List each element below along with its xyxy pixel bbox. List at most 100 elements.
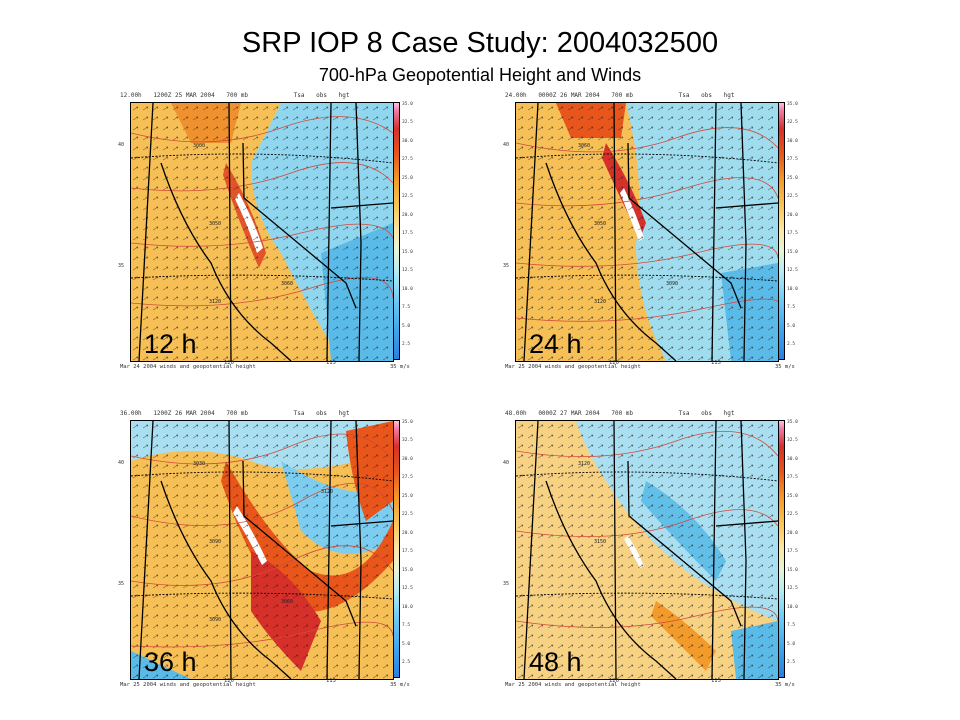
contour-label: 3000 [193, 143, 206, 149]
grid-lines [131, 153, 393, 282]
lon-label-120: 120 [609, 360, 619, 366]
panel-header: 24.00h 0000Z 26 MAR 2004 700 mb Tsa obs … [505, 92, 785, 100]
hgt-text: hgt [338, 410, 350, 417]
colorbar-ticks: 35.0 32.5 30.0 27.5 25.0 22.5 20.0 17.5 15.0 12.5… [787, 420, 798, 665]
map-graphic [131, 103, 393, 361]
wind-scale-text: 35 m/s [390, 364, 410, 370]
lat-label-35: 35 [503, 263, 510, 269]
state-borders [138, 421, 393, 679]
lat-label-35: 35 [118, 263, 125, 269]
level-text: 700 mb [226, 410, 249, 417]
obs-text: obs [316, 92, 327, 99]
panel-header: 48.00h 0000Z 27 MAR 2004 700 mb Tsa obs … [505, 410, 785, 418]
lat-label-40: 40 [118, 460, 125, 466]
colorbar-ticks: 35.0 32.5 30.0 27.5 25.0 22.5 20.0 17.5 15.0 12.5… [787, 102, 798, 347]
height-contours [131, 433, 393, 648]
tsa-text: Tsa [678, 92, 690, 99]
obs-text: obs [316, 410, 327, 417]
hgt-text: hgt [723, 410, 735, 417]
lon-label-115: 115 [326, 678, 336, 684]
colorbar [778, 102, 785, 360]
level-text: 700 mb [611, 410, 634, 417]
panel-footer: 120 115 Mar 25 2004 winds and geopotenti… [505, 678, 805, 688]
colorbar [393, 102, 400, 360]
lat-label-35: 35 [118, 581, 125, 587]
contour-label: 3060 [281, 281, 294, 287]
map-graphic [131, 421, 393, 679]
contour-label: 3120 [578, 461, 591, 467]
slide-title: SRP IOP 8 Case Study: 2004032500 [241, 27, 719, 59]
state-borders [138, 103, 393, 361]
contour-label: 3120 [209, 299, 222, 305]
contour-label: 3060 [281, 599, 294, 605]
wind-scale-text: 35 m/s [775, 682, 795, 688]
weather-map: 48 h 3120 3150 [515, 420, 779, 680]
wind-arrows [516, 421, 778, 679]
contour-label: 3090 [666, 281, 679, 287]
state-borders [523, 421, 778, 679]
panel-header: 36.00h 1200Z 26 MAR 2004 700 mb Tsa obs … [120, 410, 400, 418]
tsa-text: Tsa [293, 410, 305, 417]
map-graphic [516, 103, 778, 361]
forecast-panel-12h: 12.00h 1200Z 25 MAR 2004 700 mb Tsa obs … [118, 92, 413, 382]
obs-text: obs [701, 410, 712, 417]
grid-lines [131, 471, 393, 600]
lon-label-115: 115 [711, 678, 721, 684]
weather-map: 12 h 3000 3050 3060 3120 [130, 102, 394, 362]
weather-map: 24 h 3060 3050 3090 3120 [515, 102, 779, 362]
forecast-panel-36h: 36.00h 1200Z 26 MAR 2004 700 mb Tsa obs … [118, 410, 413, 700]
grid-lines [516, 471, 778, 600]
footer-text: Mar 25 2004 winds and geopotential heigh… [505, 364, 641, 370]
contour-label: 3060 [578, 143, 591, 149]
panel-label: 48 h [529, 647, 582, 677]
panel-label: 24 h [529, 329, 582, 359]
tsa-text: Tsa [678, 410, 690, 417]
contour-label: 3090 [209, 539, 222, 545]
valid-time-text: 0000Z 26 MAR 2004 [538, 92, 600, 99]
panel-footer: 120 115 Mar 25 2004 winds and geopotenti… [120, 678, 420, 688]
forecast-hour-text: 48.00h [505, 410, 527, 417]
panel-header: 12.00h 1200Z 25 MAR 2004 700 mb Tsa obs … [120, 92, 400, 100]
valid-time-text: 1200Z 25 MAR 2004 [153, 92, 215, 99]
valid-time-text: 0000Z 27 MAR 2004 [538, 410, 600, 417]
wind-scale-text: 35 m/s [775, 364, 795, 370]
level-text: 700 mb [226, 92, 249, 99]
valid-time-text: 1200Z 26 MAR 2004 [153, 410, 215, 417]
state-borders [523, 103, 778, 361]
contour-label: 3090 [209, 617, 222, 623]
panel-label: 12 h [144, 329, 197, 359]
obs-text: obs [701, 92, 712, 99]
wind-arrows [131, 421, 393, 679]
lon-label-115: 115 [326, 360, 336, 366]
colorbar [393, 420, 400, 678]
wind-scale-text: 35 m/s [390, 682, 410, 688]
forecast-hour-text: 24.00h [505, 92, 527, 99]
forecast-panel-48h: 48.00h 0000Z 27 MAR 2004 700 mb Tsa obs … [503, 410, 798, 700]
weather-map: 36 h 3030 3090 3060 3090 3120 [130, 420, 394, 680]
lon-label-115: 115 [711, 360, 721, 366]
height-contours [516, 127, 778, 322]
forecast-hour-text: 12.00h [120, 92, 142, 99]
contour-label: 3120 [594, 299, 607, 305]
level-text: 700 mb [611, 92, 634, 99]
panel-footer: 120 115 Mar 25 2004 winds and geopotenti… [505, 360, 805, 370]
contour-label: 3030 [193, 461, 206, 467]
lon-label-120: 120 [224, 360, 234, 366]
slide-subtitle: 700-hPa Geopotential Height and Winds [318, 65, 642, 85]
colorbar-ticks: 35.0 32.5 30.0 27.5 25.0 22.5 20.0 17.5 15.0 12.5… [402, 420, 413, 665]
contour-label: 3120 [321, 489, 334, 495]
lon-label-120: 120 [609, 678, 619, 684]
map-graphic [516, 421, 778, 679]
hgt-text: hgt [723, 92, 735, 99]
lat-label-40: 40 [118, 142, 125, 148]
footer-text: Mar 24 2004 winds and geopotential heigh… [120, 364, 256, 370]
contour-label: 3050 [594, 221, 607, 227]
lat-label-40: 40 [503, 460, 510, 466]
forecast-hour-text: 36.00h [120, 410, 142, 417]
contour-label: 3050 [209, 221, 222, 227]
colorbar-ticks: 35.0 32.5 30.0 27.5 25.0 22.5 20.0 17.5 15.0 12.5… [402, 102, 413, 347]
footer-text: Mar 25 2004 winds and geopotential heigh… [505, 682, 641, 688]
footer-text: Mar 25 2004 winds and geopotential heigh… [120, 682, 256, 688]
colorbar [778, 420, 785, 678]
panel-label: 36 h [144, 647, 197, 677]
